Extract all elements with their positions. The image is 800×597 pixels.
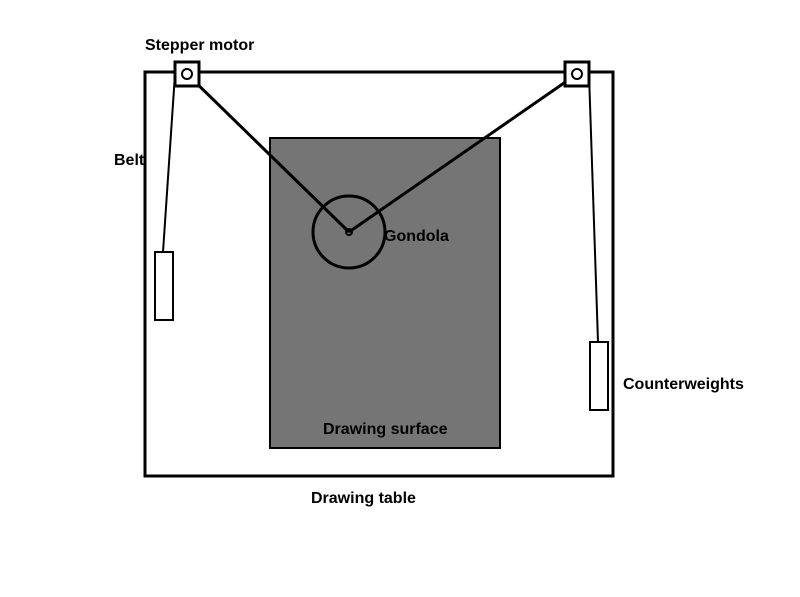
label-counterweights: Counterweights xyxy=(623,376,744,394)
belt-right-down xyxy=(589,74,598,342)
label-drawing-surface: Drawing surface xyxy=(323,421,447,439)
drawing-surface-rect xyxy=(270,138,500,448)
label-drawing-table: Drawing table xyxy=(311,490,416,508)
counterweight-right xyxy=(590,342,608,410)
label-gondola: Gondola xyxy=(384,228,449,246)
label-stepper-motor: Stepper motor xyxy=(145,37,254,55)
counterweight-left xyxy=(155,252,173,320)
motor-right-rect xyxy=(565,62,589,86)
label-belt: Belt xyxy=(114,152,144,170)
belt-left-down xyxy=(163,74,175,252)
motor-left-rect xyxy=(175,62,199,86)
